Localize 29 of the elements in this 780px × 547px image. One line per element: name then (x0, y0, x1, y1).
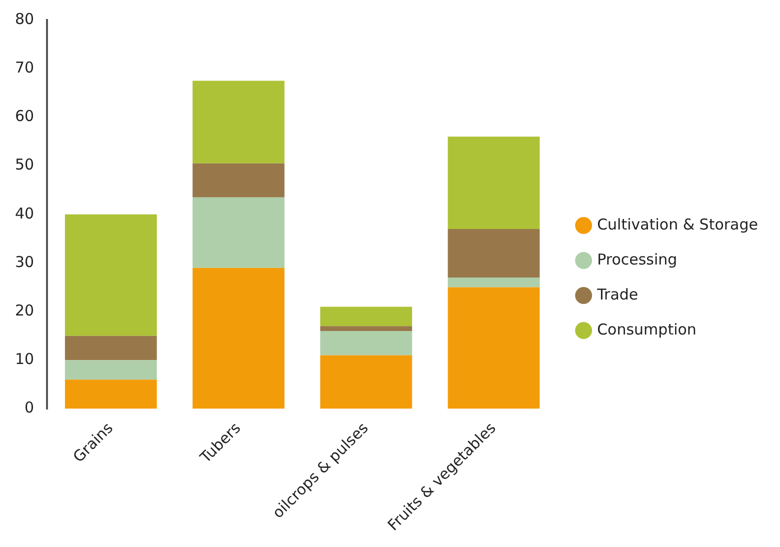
bar (64, 360, 157, 380)
y-tick-label: 40 (14, 204, 34, 222)
bar (192, 268, 284, 409)
legend-label: Consumption (597, 320, 696, 338)
y-tick-label: 10 (14, 350, 34, 368)
bar (320, 355, 412, 409)
bar (192, 80, 284, 164)
bar (64, 336, 157, 360)
y-tick-label: 20 (14, 301, 34, 320)
bar (192, 197, 284, 268)
bar (448, 136, 540, 229)
bar (448, 278, 540, 288)
bar (64, 214, 157, 336)
bar (320, 331, 412, 356)
legend-label: Trade (596, 285, 638, 304)
y-tick-label: 50 (14, 156, 34, 174)
y-tick-label: 0 (24, 398, 34, 417)
legend-label: Cultivation & Storage (597, 215, 758, 234)
bar (320, 326, 412, 332)
bar (64, 380, 157, 409)
y-tick-label: 70 (14, 58, 34, 76)
bar (192, 163, 284, 198)
y-tick-label: 80 (14, 10, 34, 28)
bar (448, 287, 540, 409)
legend-label: Processing (597, 250, 678, 268)
bar (320, 306, 412, 326)
bar (448, 228, 540, 278)
y-tick-label: 60 (14, 107, 34, 126)
y-tick-label: 30 (14, 252, 34, 271)
